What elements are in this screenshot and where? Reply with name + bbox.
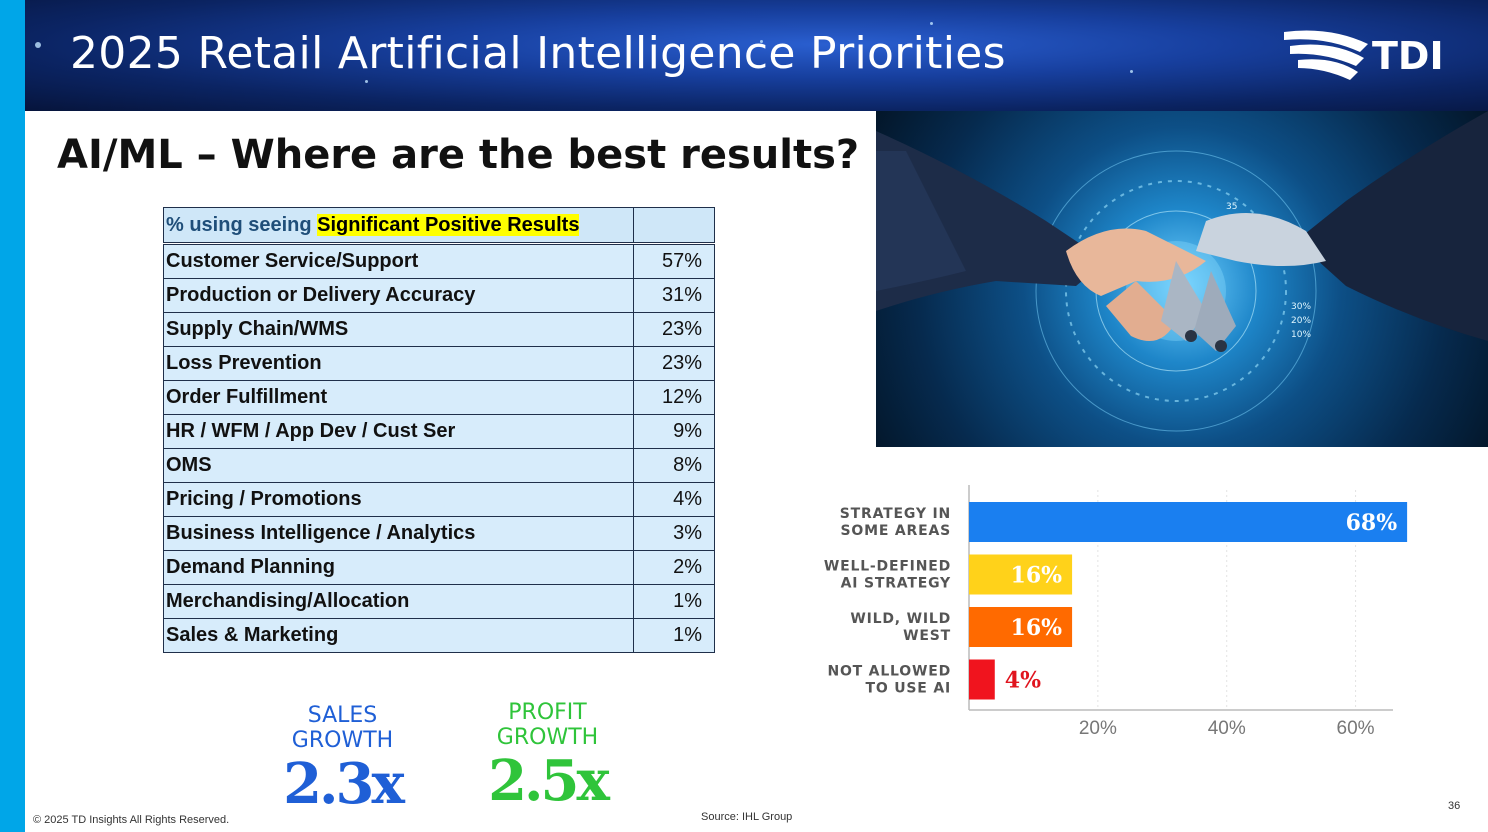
category-label: NOT ALLOWED [827, 664, 951, 680]
data-label: 4% [1005, 668, 1041, 694]
stat-label-line1: SALES [307, 703, 378, 728]
handshake-photo: 35 30% 20% 10% [876, 111, 1488, 447]
logo-swoosh-icon [1284, 30, 1368, 80]
page-title: 2025 Retail Artificial Intelligence Prio… [70, 28, 1006, 79]
table-row: Loss Prevention 23% [163, 346, 715, 381]
page-number: 36 [1448, 800, 1461, 812]
photo-label: 35 [1226, 202, 1237, 212]
row-label: Order Fulfillment [163, 380, 634, 415]
row-label: Pricing / Promotions [163, 482, 634, 517]
sales-growth-stat: SALES GROWTH 2.3x [270, 703, 415, 815]
row-label: Sales & Marketing [163, 618, 634, 653]
table-row: Business Intelligence / Analytics 3% [163, 516, 715, 551]
results-table: % using seeing Significant Positive Resu… [163, 207, 715, 653]
data-label: 68% [1346, 510, 1398, 536]
chart-bar [969, 502, 1408, 542]
row-value: 2% [633, 550, 715, 585]
copyright-text: © 2025 TD Insights All Rights Reserved. [33, 814, 230, 826]
row-value: 12% [633, 380, 715, 415]
category-label: SOME AREAS [841, 523, 951, 539]
category-label: TO USE AI [866, 681, 951, 697]
star-decoration [35, 42, 41, 48]
stat-label-line2: GROWTH [291, 728, 394, 753]
logo-text: TDI [1372, 34, 1444, 78]
row-label: Customer Service/Support [163, 244, 634, 279]
table-header-row: % using seeing Significant Positive Resu… [163, 207, 715, 243]
category-label: AI STRATEGY [841, 576, 951, 592]
star-decoration [760, 40, 763, 43]
table-header-value-cell [633, 207, 715, 243]
data-label: 16% [1011, 563, 1063, 589]
data-label: 16% [1011, 615, 1063, 641]
star-decoration [365, 80, 368, 83]
row-value: 1% [633, 584, 715, 619]
row-value: 31% [633, 278, 715, 313]
table-row: Order Fulfillment 12% [163, 380, 715, 415]
photo-label: 30% [1291, 302, 1311, 312]
stat-label-line2: GROWTH [496, 725, 599, 750]
row-label: Merchandising/Allocation [163, 584, 634, 619]
category-label: STRATEGY IN [840, 506, 951, 522]
table-row: Demand Planning 2% [163, 550, 715, 585]
x-tick-label: 20% [1079, 718, 1117, 739]
stat-value: 2.5x [488, 748, 610, 814]
table-row: OMS 8% [163, 448, 715, 483]
table-row: Supply Chain/WMS 23% [163, 312, 715, 347]
robot-handshake-illustration: 35 30% 20% 10% [876, 111, 1488, 432]
row-value: 3% [633, 516, 715, 551]
row-label: Production or Delivery Accuracy [163, 278, 634, 313]
row-value: 23% [633, 346, 715, 381]
header-prefix: % using seeing [166, 213, 318, 236]
row-label: Supply Chain/WMS [163, 312, 634, 347]
stat-value: 2.3x [283, 751, 405, 817]
chart-bar [969, 659, 995, 700]
category-label: WELL-DEFINED [824, 559, 951, 575]
row-label: OMS [163, 448, 634, 483]
category-label: WEST [903, 628, 951, 644]
row-value: 23% [633, 312, 715, 347]
row-value: 1% [633, 618, 715, 653]
header-highlight: Significant Positive Results [317, 213, 580, 236]
table-header-cell: % using seeing Significant Positive Resu… [163, 207, 634, 243]
row-label: Loss Prevention [163, 346, 634, 381]
row-label: HR / WFM / App Dev / Cust Ser [163, 414, 634, 449]
stat-label-line1: PROFIT [508, 700, 587, 725]
row-label: Demand Planning [163, 550, 634, 585]
row-value: 9% [633, 414, 715, 449]
row-value: 57% [633, 244, 715, 279]
row-value: 4% [633, 482, 715, 517]
table-row: HR / WFM / App Dev / Cust Ser 9% [163, 414, 715, 449]
section-subtitle: AI/ML – Where are the best results? [57, 132, 860, 178]
x-tick-label: 40% [1208, 718, 1246, 739]
photo-label: 10% [1291, 330, 1311, 340]
row-value: 8% [633, 448, 715, 483]
chart-bar [969, 554, 1073, 595]
row-label: Business Intelligence / Analytics [163, 516, 634, 551]
tdi-logo: TDI [1280, 26, 1450, 86]
table-row: Sales & Marketing 1% [163, 618, 715, 653]
header-banner [25, 0, 1488, 111]
table-row: Production or Delivery Accuracy 31% [163, 278, 715, 313]
profit-growth-stat: PROFIT GROWTH 2.5x [475, 700, 620, 812]
left-accent-bar [0, 0, 25, 832]
table-row: Customer Service/Support 57% [163, 244, 715, 279]
chart-bar [969, 607, 1073, 647]
table-row: Pricing / Promotions 4% [163, 482, 715, 517]
x-tick-label: 60% [1337, 718, 1375, 739]
category-label: WILD, WILD [850, 611, 951, 627]
star-decoration [930, 22, 933, 25]
photo-label: 20% [1291, 316, 1311, 326]
star-decoration [1130, 70, 1133, 73]
table-row: Merchandising/Allocation 1% [163, 584, 715, 619]
source-text: Source: IHL Group [701, 811, 793, 823]
